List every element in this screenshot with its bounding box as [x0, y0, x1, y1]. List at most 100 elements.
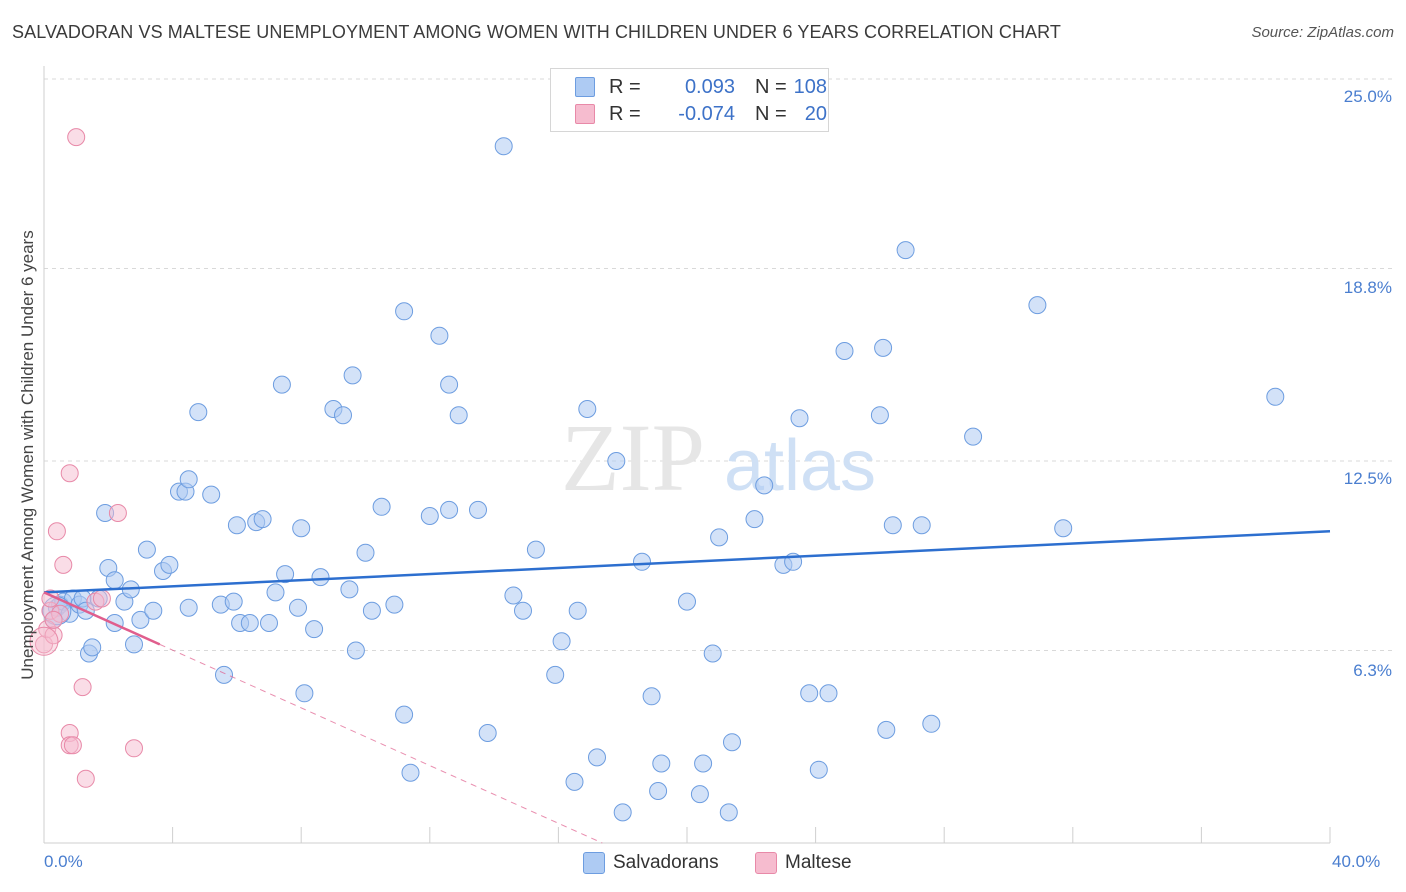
salvadoran-point — [514, 601, 532, 620]
salvadoran-point — [260, 614, 278, 632]
maltese-point — [108, 504, 127, 522]
salvadoran-point — [395, 705, 414, 724]
salvadoran-point — [372, 497, 391, 516]
salvadoran-point — [224, 592, 243, 611]
maltese-point — [67, 128, 86, 147]
watermark-atlas: atlas — [724, 426, 876, 506]
maltese-point — [73, 678, 92, 697]
legend-label: Maltese — [785, 852, 852, 873]
salvadoran-swatch — [575, 77, 595, 97]
salvadoran-point — [922, 714, 941, 733]
maltese-point — [54, 555, 73, 574]
salvadoran-point — [289, 598, 307, 617]
salvadoran-point — [440, 375, 459, 394]
salvadoran-point — [745, 510, 764, 529]
salvadoran-point — [565, 772, 584, 791]
maltese-point — [125, 739, 143, 758]
salvadoran-point — [526, 540, 545, 559]
salvadoran-point — [311, 568, 330, 587]
salvadoran-point — [83, 638, 102, 657]
salvadoran-point — [800, 684, 819, 703]
maltese-trend-line — [43, 591, 161, 646]
salvadoran-point — [809, 760, 828, 779]
legend-r-label: R = — [609, 103, 641, 125]
salvadoran-point — [385, 595, 404, 614]
x-tick-label: 0.0% — [44, 852, 83, 871]
salvadoran-point — [819, 684, 838, 703]
salvadoran-point — [690, 785, 709, 804]
y-axis-label: Unemployment Among Women with Children U… — [18, 230, 37, 680]
salvadoran-point — [870, 406, 889, 425]
salvadoran-point — [755, 476, 774, 495]
salvadoran-point — [469, 500, 487, 519]
salvadoran-point — [343, 366, 362, 385]
salvadoran-trend-line — [43, 530, 1331, 594]
x-tick-label: 40.0% — [1332, 852, 1381, 871]
salvadoran-point — [835, 342, 854, 360]
salvadoran-point — [896, 241, 915, 260]
salvadoran-point — [607, 452, 626, 470]
salvadoran-point — [633, 552, 651, 571]
trend-lines — [43, 530, 1331, 844]
watermark: ZIP atlas — [561, 404, 876, 511]
salvadoran-point — [125, 635, 143, 654]
salvadoran-point — [578, 400, 597, 418]
salvadoran-point — [240, 614, 259, 632]
salvadoran-point — [588, 748, 606, 767]
salvadoran-point — [292, 519, 311, 538]
salvadoran-point — [546, 665, 565, 684]
watermark-zip: ZIP — [561, 404, 705, 511]
salvadoran-point — [719, 803, 738, 822]
salvadoran-point — [877, 720, 896, 739]
salvadoran-point — [295, 684, 314, 703]
legend-r-value: 0.093 — [684, 76, 735, 98]
legend-r-label: R = — [609, 76, 641, 98]
legend-n-label: N = — [755, 103, 787, 125]
maltese-point — [44, 610, 63, 629]
salvadoran-point — [652, 754, 671, 773]
maltese-swatch — [755, 852, 777, 874]
salvadoran-point — [276, 565, 295, 584]
maltese-point — [92, 589, 111, 608]
salvadoran-point — [874, 338, 893, 357]
maltese-swatch — [575, 104, 595, 124]
maltese-point — [63, 736, 82, 755]
salvadoran-point — [678, 592, 696, 611]
legend-n-value: 20 — [804, 103, 827, 125]
salvadoran-point — [430, 326, 449, 345]
salvadoran-point — [1054, 519, 1073, 538]
maltese-trend-extrapolation — [159, 643, 603, 844]
salvadoran-point — [266, 583, 285, 602]
maltese-point — [47, 522, 66, 541]
salvadoran-point — [137, 540, 156, 559]
salvadoran-point — [202, 485, 221, 504]
salvadoran-point — [912, 516, 931, 535]
salvadoran-point — [144, 601, 163, 620]
salvadoran-point — [420, 507, 439, 525]
salvadoran-point — [449, 406, 468, 425]
maltese-point — [60, 464, 79, 483]
salvadoran-point — [440, 500, 459, 519]
salvadoran-point — [703, 644, 722, 663]
salvadoran-point — [362, 601, 381, 620]
salvadoran-point — [478, 724, 497, 742]
salvadoran-point — [179, 470, 198, 489]
correlation-legend: R = 0.093 N = 108 R = -0.074 N = 20 — [550, 68, 829, 132]
salvadoran-point — [1266, 387, 1285, 406]
salvadoran-point — [189, 403, 208, 422]
salvadoran-point — [272, 375, 291, 394]
salvadoran-point — [504, 586, 523, 605]
salvadoran-point — [105, 571, 124, 590]
salvadoran-point — [179, 598, 198, 617]
salvadoran-point — [642, 687, 661, 706]
maltese-point — [29, 626, 59, 656]
salvadoran-point — [227, 516, 246, 535]
salvadoran-point — [613, 803, 632, 822]
grid-lines — [44, 78, 1392, 651]
legend-n-value: 108 — [793, 76, 827, 98]
legend-r-value: -0.074 — [678, 103, 735, 125]
salvadoran-point — [401, 763, 420, 782]
salvadoran-point — [964, 427, 983, 446]
salvadoran-point — [790, 409, 809, 428]
chart-title: SALVADORAN VS MALTESE UNEMPLOYMENT AMONG… — [12, 22, 1062, 42]
